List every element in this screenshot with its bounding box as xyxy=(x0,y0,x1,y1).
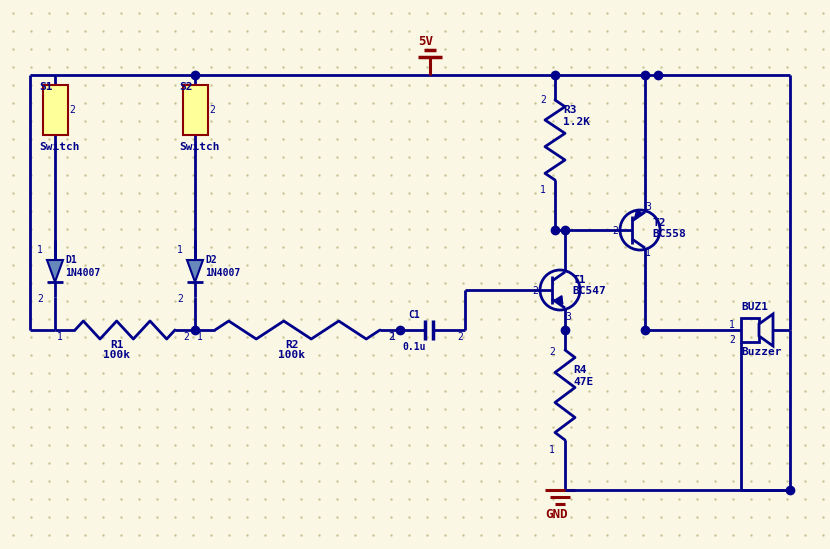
Text: S2: S2 xyxy=(179,82,193,92)
Text: 3: 3 xyxy=(645,202,651,212)
Text: 2: 2 xyxy=(177,294,183,304)
Text: Buzzer: Buzzer xyxy=(741,347,782,357)
Text: 1.2K: 1.2K xyxy=(563,117,590,127)
Text: Switch: Switch xyxy=(40,142,80,152)
Text: 1: 1 xyxy=(177,245,183,255)
Text: 2: 2 xyxy=(183,332,189,342)
Text: 47E: 47E xyxy=(573,377,593,387)
FancyBboxPatch shape xyxy=(183,85,208,135)
Text: 1: 1 xyxy=(197,332,203,342)
Text: R2: R2 xyxy=(286,340,299,350)
Text: BUZ1: BUZ1 xyxy=(741,302,768,312)
Text: 2: 2 xyxy=(549,347,555,357)
Text: 100k: 100k xyxy=(103,350,130,360)
Text: T2: T2 xyxy=(652,218,666,228)
Text: GND: GND xyxy=(545,508,568,521)
Text: T1: T1 xyxy=(572,275,585,285)
Text: 2: 2 xyxy=(457,332,463,342)
Text: 5V: 5V xyxy=(418,35,433,48)
Text: BC547: BC547 xyxy=(572,286,606,296)
Text: R3: R3 xyxy=(563,105,577,115)
Text: S1: S1 xyxy=(40,82,53,92)
Text: 1: 1 xyxy=(729,320,735,330)
Polygon shape xyxy=(759,314,773,346)
Text: 2: 2 xyxy=(729,335,735,345)
Text: 2: 2 xyxy=(612,226,618,236)
Text: 2: 2 xyxy=(540,95,546,105)
Text: R1: R1 xyxy=(110,340,124,350)
Text: R4: R4 xyxy=(573,365,587,375)
Text: 1: 1 xyxy=(57,332,63,342)
Text: 2: 2 xyxy=(532,286,538,296)
Text: 1: 1 xyxy=(645,248,651,258)
Text: 1: 1 xyxy=(549,445,555,455)
Text: D1: D1 xyxy=(65,255,76,265)
Text: 1: 1 xyxy=(37,245,43,255)
Text: BC558: BC558 xyxy=(652,229,686,239)
Text: 2: 2 xyxy=(37,294,43,304)
Text: 0.1u: 0.1u xyxy=(402,342,426,352)
Text: 2: 2 xyxy=(209,105,215,115)
Text: Switch: Switch xyxy=(179,142,220,152)
Text: 1N4007: 1N4007 xyxy=(205,268,240,278)
Text: 1N4007: 1N4007 xyxy=(65,268,100,278)
Text: 2: 2 xyxy=(70,105,76,115)
Text: 1: 1 xyxy=(390,332,396,342)
Text: C1: C1 xyxy=(408,310,420,320)
Polygon shape xyxy=(47,260,63,282)
Text: D2: D2 xyxy=(205,255,217,265)
Text: 3: 3 xyxy=(565,312,571,322)
Polygon shape xyxy=(187,260,203,282)
Text: 2: 2 xyxy=(388,332,394,342)
Text: 100k: 100k xyxy=(277,350,305,360)
FancyBboxPatch shape xyxy=(42,85,67,135)
Text: 1: 1 xyxy=(540,185,546,195)
